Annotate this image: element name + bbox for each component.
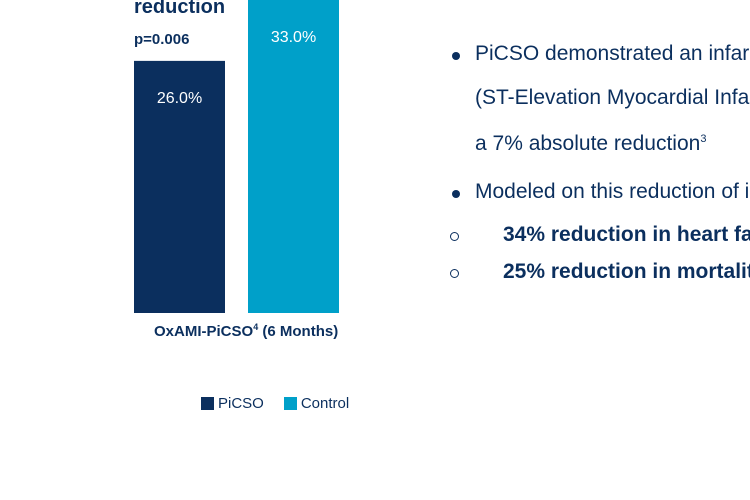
sub-bullet-text-1: 34% reduction in heart failure	[503, 223, 750, 246]
bullet-list: PiCSO demonstrated an infarct size reduc…	[450, 40, 750, 300]
bullet-text-2: (ST-Elevation Myocardial Infarction) pat…	[475, 86, 750, 109]
bullet-dot-icon	[452, 52, 460, 60]
legend-item-picso: PiCSO	[201, 395, 264, 412]
bar-control	[248, 0, 339, 313]
bullet-text-1: PiCSO demonstrated an infarct size reduc…	[475, 42, 750, 65]
chart-legend: PiCSO Control	[201, 395, 349, 412]
category-reference: 4	[253, 322, 259, 332]
chart-headline: reduction	[134, 0, 226, 18]
bar-value-label-picso: 26.0%	[157, 90, 202, 107]
sub-bullet-text-2: 25% reduction in mortality	[503, 260, 750, 283]
bullet-reference: 3	[700, 133, 707, 145]
bullet-text-4: Modeled on this reduction of infarct siz…	[475, 180, 750, 203]
legend-swatch-control	[283, 397, 297, 410]
bullet-text-3: a 7% absolute reduction3	[475, 132, 706, 156]
bar-picso	[134, 60, 225, 314]
legend-label-picso: PiCSO	[218, 395, 264, 412]
bar-value-label-control: 33.0%	[271, 29, 316, 46]
sub-bullet-ring-icon	[450, 269, 459, 278]
category-suffix: (6 Months)	[262, 323, 339, 340]
bullet-dot-icon	[452, 190, 460, 198]
sub-bullet-ring-icon	[450, 232, 459, 241]
legend-item-control: Control	[283, 395, 350, 412]
x-category-label: OxAMI-PiCSO4 (6 Months)	[154, 322, 338, 340]
legend-swatch-picso	[201, 397, 214, 410]
p-value-label: p=0.006	[134, 31, 190, 48]
legend-label-control: Control	[300, 395, 350, 412]
chart-area: 26.0% 33.0% reduction p=0.006 OxAMI-PiCSO…	[134, 0, 349, 412]
bar-chart: 26.0% 33.0%	[134, 0, 339, 314]
bullet-text-3-main: a 7% absolute reduction	[475, 132, 701, 155]
category-name: OxAMI-PiCSO	[154, 323, 254, 340]
